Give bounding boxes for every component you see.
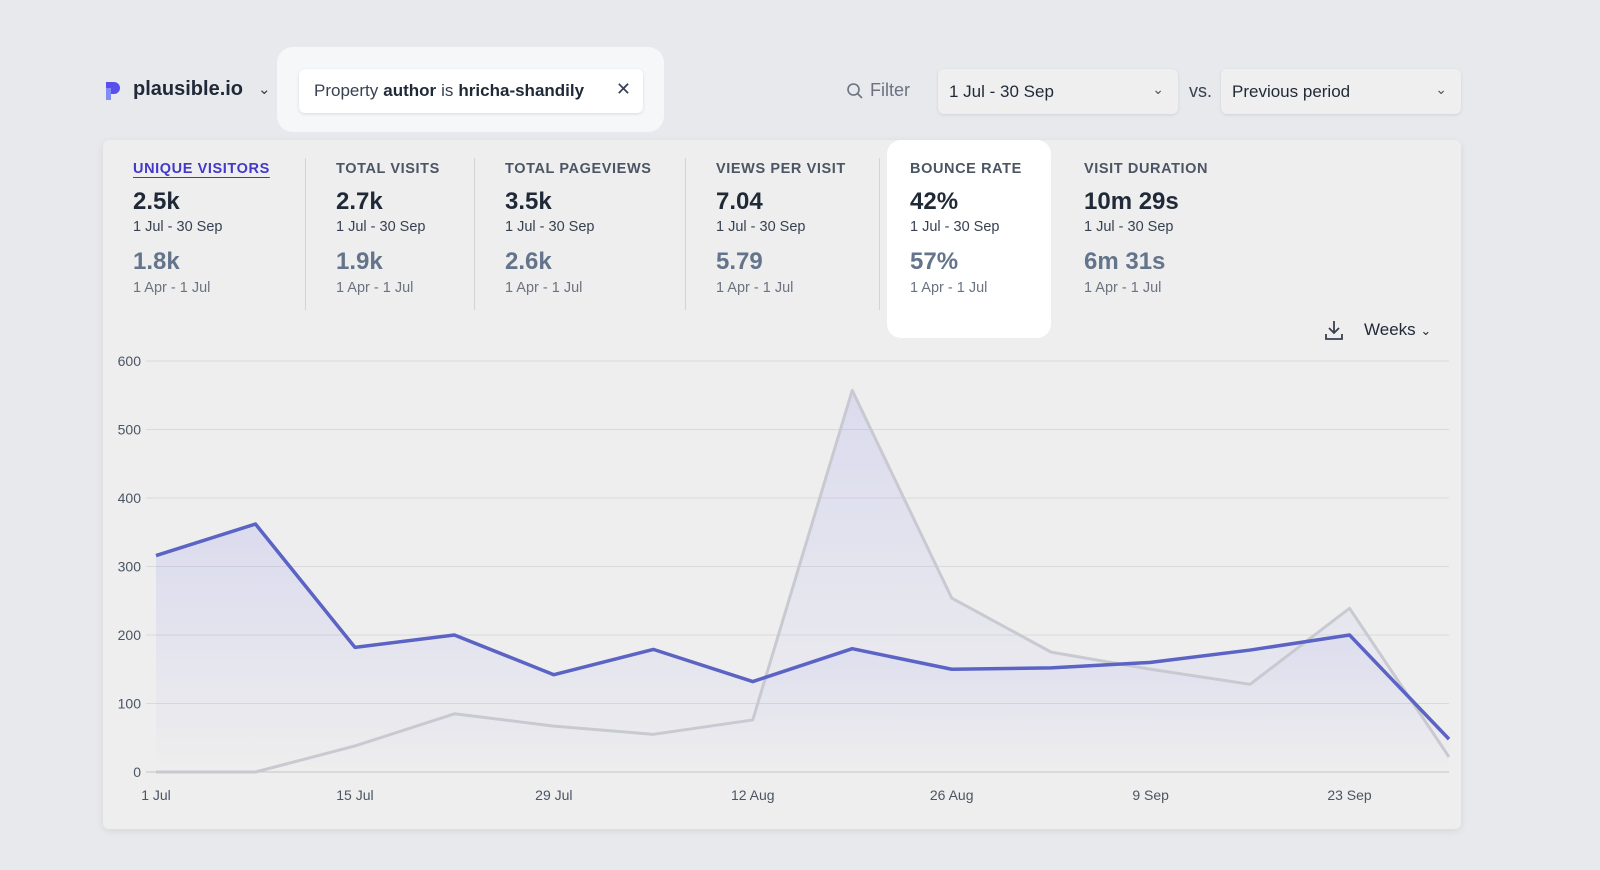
divider [879, 158, 880, 310]
filter-pill[interactable]: Property author is hricha-shandily ✕ [299, 69, 643, 113]
stat-period: 1 Jul - 30 Sep [133, 219, 223, 235]
filter-value: hricha-shandily [458, 81, 585, 100]
stat-label: VISIT DURATION [1084, 161, 1209, 177]
chevron-down-icon: ⌄ [1435, 81, 1447, 97]
stat-bounce-rate[interactable]: BOUNCE RATE 42% 1 Jul - 30 Sep 57% 1 Apr… [910, 160, 1022, 296]
stat-views-per-visit[interactable]: VIEWS PER VISIT 7.04 1 Jul - 30 Sep 5.79… [716, 160, 846, 296]
stat-prev-value: 5.79 [716, 248, 763, 275]
filter-key: author [383, 81, 437, 100]
download-icon[interactable] [1324, 319, 1344, 341]
stat-value: 7.04 [716, 188, 763, 215]
stat-prev-period: 1 Apr - 1 Jul [1084, 280, 1162, 296]
divider [474, 158, 475, 310]
stat-prev-value: 57% [910, 248, 959, 275]
stat-prev-period: 1 Apr - 1 Jul [505, 280, 583, 296]
stat-label: TOTAL PAGEVIEWS [505, 161, 652, 177]
divider [305, 158, 306, 310]
plausible-logo-icon [106, 82, 120, 100]
stat-period: 1 Jul - 30 Sep [716, 219, 806, 235]
filter-label: Filter [870, 80, 910, 100]
interval-select[interactable]: Weeks ⌄ [1364, 320, 1431, 340]
site-name[interactable]: plausible.io [133, 78, 244, 100]
comparison-select[interactable]: Previous period ⌄ [1221, 69, 1461, 114]
chevron-down-icon: ⌄ [1152, 81, 1164, 97]
interval-value: Weeks [1364, 320, 1416, 339]
search-icon [847, 82, 863, 99]
stat-period: 1 Jul - 30 Sep [1084, 219, 1174, 235]
comparison-value: Previous period [1232, 81, 1351, 101]
stat-visit-duration[interactable]: VISIT DURATION 10m 29s 1 Jul - 30 Sep 6m… [1084, 160, 1208, 296]
date-range-value: 1 Jul - 30 Sep [949, 81, 1054, 101]
stat-value: 3.5k [505, 188, 552, 215]
stat-value: 10m 29s [1084, 188, 1179, 215]
stat-prev-period: 1 Apr - 1 Jul [716, 280, 794, 296]
stat-period: 1 Jul - 30 Sep [336, 219, 426, 235]
selected-metric-highlight [887, 140, 1051, 338]
stat-value: 2.7k [336, 188, 383, 215]
stat-value: 2.5k [133, 188, 180, 215]
stat-total-pageviews[interactable]: TOTAL PAGEVIEWS 3.5k 1 Jul - 30 Sep 2.6k… [505, 160, 652, 296]
stat-prev-period: 1 Apr - 1 Jul [910, 280, 988, 296]
stat-prev-value: 6m 31s [1084, 248, 1166, 275]
stat-period: 1 Jul - 30 Sep [505, 219, 595, 235]
filter-op: is [441, 81, 454, 100]
stat-prev-value: 2.6k [505, 248, 552, 275]
stat-unique-visitors[interactable]: UNIQUE VISITORS 2.5k 1 Jul - 30 Sep 1.8k… [133, 160, 270, 296]
stat-total-visits[interactable]: TOTAL VISITS 2.7k 1 Jul - 30 Sep 1.9k 1 … [336, 160, 440, 296]
stat-prev-period: 1 Apr - 1 Jul [133, 280, 211, 296]
filter-button[interactable]: Filter [846, 80, 910, 101]
date-range-select[interactable]: 1 Jul - 30 Sep ⌄ [938, 69, 1178, 114]
divider [685, 158, 686, 310]
stat-label: VIEWS PER VISIT [716, 161, 846, 177]
filter-prefix: Property [314, 81, 379, 100]
stat-prev-value: 1.8k [133, 248, 180, 275]
stat-label: TOTAL VISITS [336, 161, 440, 177]
stat-period: 1 Jul - 30 Sep [910, 219, 1000, 235]
vs-label: vs. [1189, 81, 1213, 101]
stat-value: 42% [910, 188, 959, 215]
stat-label: BOUNCE RATE [910, 161, 1022, 177]
stat-prev-period: 1 Apr - 1 Jul [336, 280, 414, 296]
chevron-down-icon[interactable]: ⌄ [258, 81, 271, 98]
close-icon[interactable]: ✕ [615, 79, 631, 99]
chevron-down-icon: ⌄ [1420, 323, 1432, 338]
stat-prev-value: 1.9k [336, 248, 383, 275]
stat-label: UNIQUE VISITORS [133, 161, 270, 177]
